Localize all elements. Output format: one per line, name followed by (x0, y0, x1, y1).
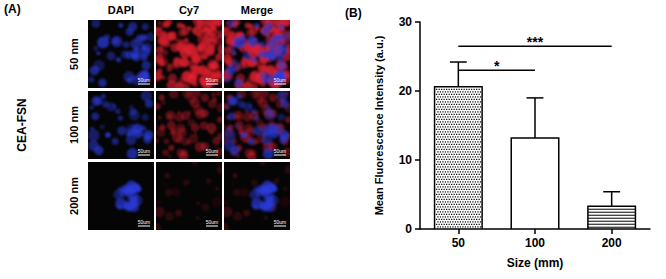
svg-text:10: 10 (399, 153, 413, 167)
svg-text:50 nm: 50 nm (68, 38, 80, 70)
svg-text:20: 20 (399, 84, 413, 98)
svg-text:50um: 50um (206, 219, 219, 225)
svg-text:50um: 50um (274, 148, 287, 154)
svg-text:50um: 50um (138, 77, 151, 83)
svg-text:Mean Fluorescence Intensity (a: Mean Fluorescence Intensity (a.u.) (373, 35, 385, 215)
svg-text:50um: 50um (206, 77, 219, 83)
svg-text:Merge: Merge (241, 4, 273, 16)
svg-text:50um: 50um (138, 148, 151, 154)
svg-text:*: * (494, 58, 500, 74)
svg-text:Cy7: Cy7 (179, 4, 199, 16)
svg-text:50: 50 (452, 236, 466, 250)
svg-text:50um: 50um (274, 219, 287, 225)
svg-text:0: 0 (405, 222, 412, 236)
svg-text:***: *** (527, 34, 544, 50)
svg-text:CEA-FSN: CEA-FSN (15, 98, 29, 151)
svg-text:50um: 50um (138, 219, 151, 225)
svg-text:(A): (A) (4, 2, 21, 16)
svg-text:100 nm: 100 nm (68, 106, 80, 144)
svg-text:100: 100 (525, 236, 545, 250)
svg-text:(B): (B) (345, 6, 362, 20)
svg-text:200: 200 (602, 236, 622, 250)
svg-text:50um: 50um (206, 148, 219, 154)
svg-text:50um: 50um (274, 77, 287, 83)
svg-text:DAPI: DAPI (108, 4, 134, 16)
svg-text:30: 30 (399, 15, 413, 29)
svg-text:200 nm: 200 nm (68, 177, 80, 215)
svg-text:Size (mm): Size (mm) (507, 256, 564, 270)
